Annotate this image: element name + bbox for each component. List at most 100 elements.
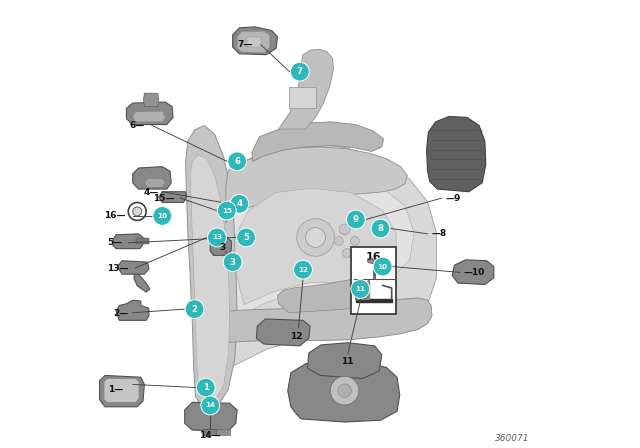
Text: 7: 7 bbox=[297, 67, 303, 76]
Polygon shape bbox=[127, 102, 173, 125]
Text: 13—: 13— bbox=[107, 264, 128, 273]
Polygon shape bbox=[226, 147, 407, 223]
Polygon shape bbox=[143, 93, 159, 107]
Ellipse shape bbox=[367, 259, 380, 263]
Text: 11: 11 bbox=[340, 358, 353, 366]
Polygon shape bbox=[279, 49, 333, 129]
Text: 16: 16 bbox=[157, 213, 168, 219]
Text: 11: 11 bbox=[355, 286, 365, 292]
Polygon shape bbox=[118, 261, 149, 274]
Text: —8: —8 bbox=[431, 229, 446, 238]
Circle shape bbox=[334, 237, 343, 246]
Polygon shape bbox=[252, 122, 383, 161]
Circle shape bbox=[373, 257, 392, 276]
Circle shape bbox=[297, 219, 334, 256]
Circle shape bbox=[371, 219, 390, 238]
Circle shape bbox=[207, 228, 227, 247]
Polygon shape bbox=[134, 274, 150, 292]
Text: 16: 16 bbox=[366, 252, 381, 262]
Polygon shape bbox=[204, 143, 436, 367]
Circle shape bbox=[132, 207, 141, 216]
Circle shape bbox=[237, 228, 255, 247]
Circle shape bbox=[294, 260, 312, 279]
Polygon shape bbox=[100, 375, 145, 407]
Text: 1—: 1— bbox=[108, 385, 123, 394]
Text: 6—: 6— bbox=[129, 121, 145, 130]
Bar bbox=[289, 87, 316, 108]
Polygon shape bbox=[452, 260, 494, 284]
Text: 8: 8 bbox=[378, 224, 383, 233]
Polygon shape bbox=[203, 298, 432, 345]
Text: 2: 2 bbox=[191, 305, 198, 314]
Circle shape bbox=[218, 201, 236, 220]
Text: 10: 10 bbox=[378, 263, 388, 270]
Text: 3: 3 bbox=[220, 243, 225, 252]
Text: 14: 14 bbox=[205, 402, 215, 409]
Text: 15—: 15— bbox=[153, 194, 174, 202]
Circle shape bbox=[185, 300, 204, 319]
Polygon shape bbox=[217, 170, 414, 323]
FancyBboxPatch shape bbox=[351, 247, 396, 314]
Polygon shape bbox=[132, 167, 172, 189]
Polygon shape bbox=[116, 300, 149, 320]
Circle shape bbox=[351, 280, 370, 298]
Text: 14—: 14— bbox=[200, 431, 221, 440]
Polygon shape bbox=[307, 343, 382, 379]
Polygon shape bbox=[145, 178, 165, 187]
Circle shape bbox=[306, 228, 325, 247]
Text: 12: 12 bbox=[298, 267, 308, 273]
Circle shape bbox=[153, 207, 172, 225]
Polygon shape bbox=[288, 361, 400, 422]
Polygon shape bbox=[248, 37, 261, 47]
Polygon shape bbox=[237, 31, 270, 53]
Polygon shape bbox=[186, 125, 237, 405]
Polygon shape bbox=[216, 429, 230, 435]
Circle shape bbox=[339, 224, 350, 235]
Circle shape bbox=[228, 152, 246, 171]
Polygon shape bbox=[277, 276, 394, 313]
Text: 1: 1 bbox=[203, 383, 209, 392]
Text: 360071: 360071 bbox=[495, 434, 530, 443]
Text: 2—: 2— bbox=[113, 309, 128, 318]
Circle shape bbox=[338, 384, 351, 397]
Circle shape bbox=[128, 202, 146, 220]
Polygon shape bbox=[203, 429, 218, 435]
Polygon shape bbox=[232, 27, 277, 55]
Text: 7—: 7— bbox=[237, 40, 253, 49]
Text: 13: 13 bbox=[212, 234, 222, 241]
Text: 12: 12 bbox=[291, 332, 303, 340]
Polygon shape bbox=[132, 111, 165, 122]
Circle shape bbox=[201, 396, 220, 415]
Circle shape bbox=[346, 210, 365, 229]
Text: —10: —10 bbox=[463, 268, 484, 277]
Polygon shape bbox=[356, 281, 369, 299]
Circle shape bbox=[330, 376, 359, 405]
Text: —9: —9 bbox=[445, 194, 461, 202]
Text: 6: 6 bbox=[234, 157, 240, 166]
Circle shape bbox=[342, 249, 351, 258]
Text: 3: 3 bbox=[230, 258, 236, 267]
Text: 16—: 16— bbox=[104, 211, 125, 220]
Circle shape bbox=[230, 194, 249, 213]
Text: 15: 15 bbox=[221, 207, 232, 214]
Polygon shape bbox=[190, 155, 230, 399]
Text: 5: 5 bbox=[243, 233, 249, 242]
Polygon shape bbox=[185, 402, 237, 431]
Polygon shape bbox=[104, 379, 139, 402]
Polygon shape bbox=[235, 188, 396, 305]
Polygon shape bbox=[113, 234, 143, 249]
Text: 5—: 5— bbox=[108, 238, 123, 247]
Circle shape bbox=[351, 237, 360, 246]
Polygon shape bbox=[257, 319, 310, 346]
Polygon shape bbox=[356, 299, 392, 302]
Text: 9: 9 bbox=[353, 215, 359, 224]
Circle shape bbox=[196, 378, 215, 397]
Text: 4: 4 bbox=[236, 199, 243, 208]
Polygon shape bbox=[210, 237, 231, 255]
Circle shape bbox=[223, 253, 242, 271]
Circle shape bbox=[291, 62, 309, 81]
Text: 4—: 4— bbox=[143, 188, 159, 197]
Polygon shape bbox=[427, 116, 486, 192]
Polygon shape bbox=[136, 238, 149, 244]
Polygon shape bbox=[159, 192, 186, 202]
